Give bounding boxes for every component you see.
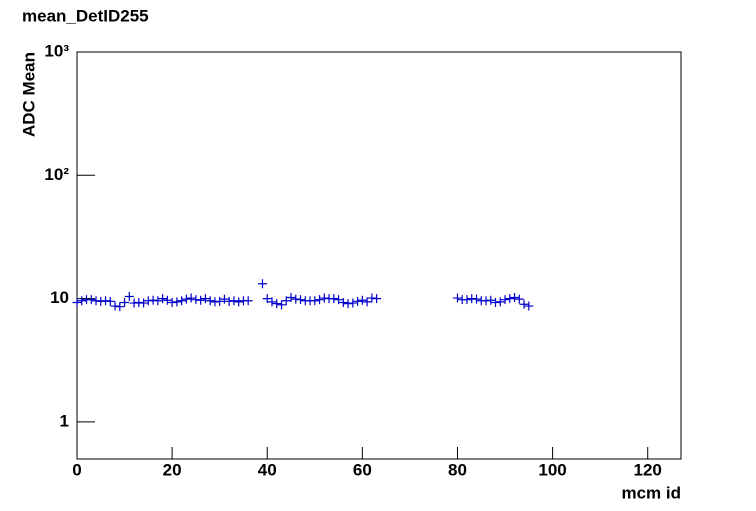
point bbox=[471, 294, 481, 304]
y-tick-label: 10³ bbox=[44, 41, 69, 60]
point bbox=[72, 297, 82, 307]
y-tick-label: 1 bbox=[60, 411, 69, 430]
point bbox=[505, 294, 515, 304]
x-tick-label: 60 bbox=[353, 460, 372, 479]
x-tick-label: 120 bbox=[634, 460, 662, 479]
point bbox=[234, 297, 244, 307]
point bbox=[372, 294, 382, 304]
y-axis-label: ADC Mean bbox=[19, 52, 38, 137]
point bbox=[243, 296, 253, 306]
chart-title: mean_DetID255 bbox=[22, 6, 149, 25]
point bbox=[196, 295, 206, 305]
point bbox=[296, 295, 306, 305]
point bbox=[286, 293, 296, 303]
point bbox=[172, 297, 182, 307]
point bbox=[281, 296, 291, 306]
point bbox=[329, 294, 339, 304]
point bbox=[362, 297, 372, 307]
point bbox=[177, 296, 187, 306]
point bbox=[272, 299, 282, 309]
point bbox=[110, 301, 120, 311]
point bbox=[153, 296, 163, 306]
point bbox=[124, 291, 134, 301]
point bbox=[353, 296, 363, 306]
point bbox=[267, 297, 277, 307]
point bbox=[181, 294, 191, 304]
point bbox=[77, 296, 87, 306]
point bbox=[120, 297, 130, 307]
y-tick-label: 10 bbox=[50, 288, 69, 307]
plot-frame bbox=[76, 51, 682, 460]
point bbox=[486, 295, 496, 305]
y-tick-label: 10² bbox=[44, 165, 69, 184]
point bbox=[334, 295, 344, 305]
point bbox=[338, 297, 348, 307]
point bbox=[510, 293, 520, 303]
point bbox=[86, 295, 96, 305]
point bbox=[162, 295, 172, 305]
point bbox=[205, 296, 215, 306]
point bbox=[310, 296, 320, 306]
x-tick-label: 0 bbox=[72, 460, 81, 479]
point bbox=[262, 294, 272, 304]
x-axis-label: mcm id bbox=[621, 483, 681, 502]
point bbox=[215, 296, 225, 306]
point bbox=[452, 293, 462, 303]
point bbox=[229, 296, 239, 306]
point bbox=[115, 302, 125, 312]
point bbox=[514, 294, 524, 304]
x-tick-label: 80 bbox=[448, 460, 467, 479]
x-tick-label: 100 bbox=[538, 460, 566, 479]
point bbox=[495, 297, 505, 307]
point bbox=[357, 295, 367, 305]
point bbox=[257, 279, 267, 289]
x-tick-label: 40 bbox=[258, 460, 277, 479]
x-tick-label: 20 bbox=[163, 460, 182, 479]
point bbox=[519, 299, 529, 309]
point bbox=[524, 301, 534, 311]
point bbox=[462, 295, 472, 305]
point bbox=[200, 294, 210, 304]
point bbox=[139, 298, 149, 308]
point bbox=[158, 294, 168, 304]
point bbox=[348, 298, 358, 308]
point bbox=[105, 296, 115, 306]
point bbox=[500, 295, 510, 305]
point bbox=[315, 295, 325, 305]
point bbox=[186, 293, 196, 303]
point bbox=[277, 300, 287, 310]
point bbox=[219, 294, 229, 304]
